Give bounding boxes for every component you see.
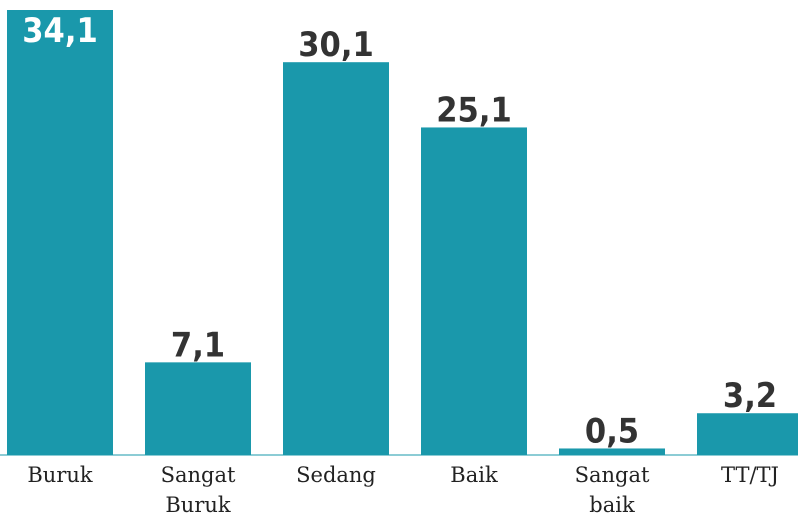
value-label: 30,1 [298, 25, 373, 65]
bar [421, 127, 527, 456]
x-tick-label: Baik [450, 463, 498, 487]
value-label: 0,5 [585, 411, 639, 451]
bar [7, 10, 113, 455]
value-label: 34,1 [22, 11, 97, 51]
x-tick-label: Sedang [296, 463, 376, 487]
bar [283, 62, 389, 456]
bar [697, 413, 798, 455]
bar [145, 362, 251, 455]
value-label: 7,1 [171, 325, 225, 365]
bar [559, 448, 665, 455]
x-tick-label: TT/TJ [721, 463, 779, 487]
x-tick-label: Sangat baik [574, 463, 650, 517]
value-label: 25,1 [436, 90, 511, 130]
x-tick-label: Buruk [27, 463, 93, 487]
x-tick-label: Sangat Buruk [160, 463, 236, 517]
value-label: 3,2 [723, 376, 777, 416]
